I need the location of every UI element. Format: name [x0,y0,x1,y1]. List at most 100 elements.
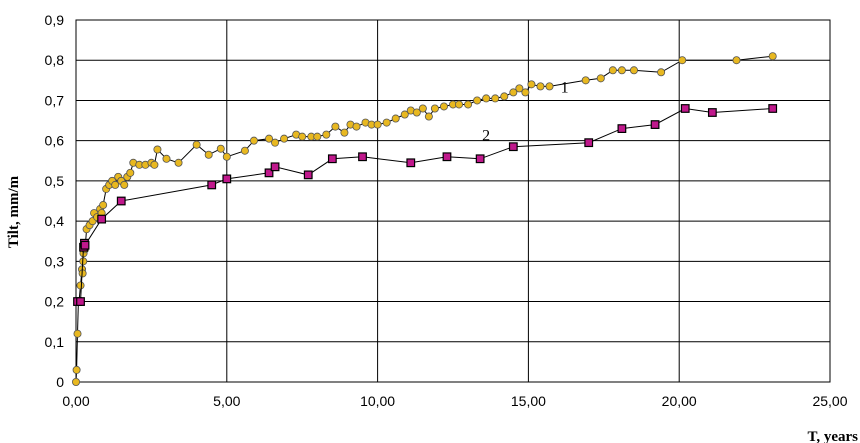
data-point [418,104,427,113]
data-point [249,136,258,145]
grid [75,19,831,383]
data-point [424,112,433,121]
data-point [508,142,518,152]
data-point [768,104,778,113]
data-point [116,196,126,206]
data-point [76,281,85,290]
data-point [216,144,225,153]
data-point [382,118,391,127]
data-point [97,214,107,224]
data-point [400,110,409,119]
y-tick-label: 0 [56,374,64,390]
data-point [126,168,135,177]
data-point [439,102,448,111]
y-tick-label: 0,6 [45,133,65,149]
y-tick-label: 0,1 [45,334,65,350]
data-point [150,160,159,169]
data-point [120,180,129,189]
x-tick-label: 20,00 [662,393,697,409]
data-point [72,365,81,374]
data-point [500,92,509,101]
x-axis-title: T, years [807,429,858,443]
data-point [222,152,231,161]
data-point [608,66,617,75]
data-point [322,130,331,139]
x-tick-label: 5,00 [213,393,240,409]
data-point [678,56,687,65]
data-point [509,88,518,97]
data-point [406,158,416,168]
data-point [222,174,232,184]
series-group [72,52,778,386]
tick-labels: 0,00 5,00 10,00 15,00 20,00 25,00 0 0,1 0,2 0,3 0,… [45,12,848,409]
data-point [340,128,349,137]
data-point [264,168,274,178]
data-point [303,170,313,180]
x-tick-label: 10,00 [360,393,395,409]
series-1 [72,52,777,386]
data-point [270,162,280,172]
data-point [358,152,367,162]
data-point [650,120,660,129]
y-axis-title: Tilt, mm/m [6,175,22,248]
data-point [521,88,530,97]
data-point [455,100,464,109]
data-point [99,201,108,210]
y-tick-label: 0,2 [45,294,65,310]
series-2 [73,104,778,306]
data-point [536,82,545,91]
data-point [352,122,361,131]
data-point [331,122,340,131]
data-point [265,134,274,143]
data-point [430,104,439,113]
data-point [464,100,473,109]
plot-area [75,19,831,383]
data-point [581,76,590,85]
data-point [391,114,400,123]
data-point [153,145,162,154]
data-point [207,180,217,190]
data-point [768,52,777,61]
data-point [192,140,201,149]
annotations: 12 [482,79,568,144]
data-point [491,94,500,103]
y-tick-label: 0,7 [45,92,65,108]
series-number-label: 1 [561,79,569,96]
x-tick-label: 15,00 [511,393,546,409]
data-point [162,154,171,163]
data-point [73,329,82,338]
data-point [629,66,638,75]
data-point [240,146,249,155]
data-point [280,134,289,143]
data-point [596,74,605,83]
data-point [442,152,452,162]
data-point [204,150,213,159]
data-point [72,377,81,386]
y-tick-label: 0,4 [45,213,65,229]
data-point [515,84,524,93]
data-point [327,154,337,164]
y-tick-label: 0,8 [45,52,65,68]
data-point [617,66,626,75]
x-tick-label: 25,00 [812,393,847,409]
data-point [174,158,183,167]
data-point [298,132,307,141]
data-point [545,82,554,91]
data-point [473,96,482,105]
y-tick-label: 0,5 [45,173,65,189]
data-point [680,104,690,113]
data-point [527,80,536,89]
data-point [373,120,382,129]
x-tick-label: 0,00 [62,393,89,409]
data-point [412,108,421,117]
data-point [482,94,491,103]
y-tick-label: 0,9 [45,12,65,28]
data-point [76,297,85,306]
data-point [707,108,717,117]
data-point [271,138,280,147]
data-point [584,138,594,148]
series-number-label: 2 [482,128,490,145]
data-point [475,154,485,164]
data-point [313,132,322,141]
